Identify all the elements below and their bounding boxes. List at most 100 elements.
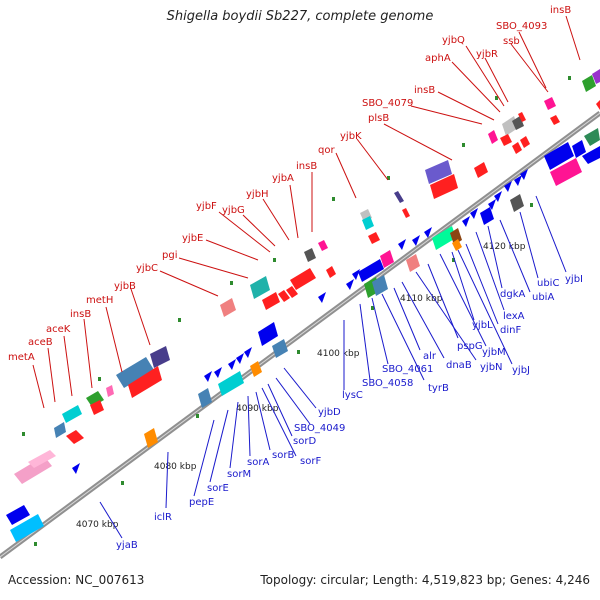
gene-label: dinF [500, 325, 521, 336]
gene-label: pgi [162, 250, 177, 261]
gene-feature [596, 100, 600, 110]
gene-feature [318, 240, 328, 251]
gene-feature [584, 128, 600, 146]
gene-feature [326, 266, 336, 278]
gene-feature [520, 169, 528, 180]
gene-feature [250, 276, 270, 299]
gene-label: sorD [293, 436, 316, 447]
gene-feature [278, 290, 290, 302]
gene-feature [258, 322, 278, 346]
lower-features [6, 128, 600, 542]
gene-label: yjbC [136, 263, 158, 274]
gene-feature [54, 422, 66, 438]
gene-feature [272, 339, 288, 358]
gene-feature [432, 226, 456, 250]
gene-feature [150, 346, 170, 368]
lower-leader-lines [99, 195, 567, 539]
gene-feature [550, 158, 582, 186]
gene-feature [90, 400, 104, 415]
gene-feature [398, 239, 406, 250]
upper-gene-labels: metA aceB aceK insB metH yjbB yjbC pgi y… [8, 5, 571, 363]
gene-feature [220, 298, 236, 317]
gene-feature [572, 140, 586, 158]
gene-label: yjbF [196, 201, 217, 212]
gene-feature [480, 207, 494, 225]
gene-feature [394, 191, 404, 203]
gene-label: yjbE [182, 233, 203, 244]
gene-feature [204, 371, 212, 382]
gene-feature [262, 292, 280, 310]
backbone [0, 110, 600, 560]
gene-label: aceB [28, 337, 53, 348]
gene-feature [106, 385, 114, 397]
minor-ticks [22, 76, 571, 546]
kbp-tick: 4080 kbp [154, 462, 197, 472]
gene-label: yjbM [482, 347, 506, 358]
gene-feature [218, 371, 244, 396]
gene-label: aceK [46, 324, 71, 335]
gene-label: yjbA [272, 173, 294, 184]
genome-summary: Topology: circular; Length: 4,519,823 bp… [260, 573, 590, 587]
gene-label: SBO_4058 [362, 378, 413, 389]
gene-feature [214, 367, 222, 378]
gene-label: yjaB [116, 540, 138, 551]
gene-feature [474, 162, 488, 178]
gene-feature [518, 112, 526, 122]
gene-feature [116, 357, 154, 388]
gene-feature [28, 450, 56, 468]
gene-feature [346, 279, 354, 290]
gene-feature [450, 228, 462, 245]
gene-feature [582, 75, 596, 92]
gene-feature [430, 174, 458, 199]
gene-feature [244, 347, 252, 358]
gene-feature [228, 359, 236, 370]
gene-feature [198, 388, 212, 408]
accession-label: Accession: NC_007613 [8, 573, 145, 587]
gene-label: yjbB [114, 281, 136, 292]
gene-feature [286, 286, 298, 298]
gene-label: ubiA [532, 292, 554, 303]
gene-label: ssb [503, 36, 520, 47]
gene-label: pepE [189, 497, 214, 508]
gene-label: metH [86, 295, 113, 306]
gene-label: yjbD [318, 407, 341, 418]
gene-feature [412, 235, 420, 246]
gene-feature [424, 227, 432, 238]
gene-feature [582, 146, 600, 164]
gene-feature [544, 142, 574, 170]
gene-feature [144, 428, 158, 448]
kbp-scale: 4070 kbp 4080 kbp 4090 kbp 4100 kbp 4110… [76, 242, 526, 530]
gene-label: sorB [272, 450, 294, 461]
gene-feature [380, 250, 394, 268]
gene-label: plsB [368, 113, 389, 124]
gene-feature [62, 405, 82, 423]
gene-feature [488, 199, 496, 210]
gene-feature [462, 216, 470, 227]
gene-label: metA [8, 352, 35, 363]
gene-feature [550, 115, 560, 125]
gene-feature [66, 430, 84, 444]
kbp-tick: 4070 kbp [76, 520, 119, 530]
gene-label: SBO_4061 [382, 364, 433, 375]
gene-label: alr [423, 351, 437, 362]
gene-feature [520, 136, 530, 148]
gene-label: yjbI [565, 274, 583, 285]
gene-label: yjbK [340, 131, 362, 142]
gene-feature [470, 208, 478, 219]
gene-feature [128, 366, 162, 398]
gene-feature [512, 142, 522, 154]
gene-label: insB [70, 309, 91, 320]
map-title: Shigella boydii Sb227, complete genome [166, 9, 434, 24]
gene-feature [514, 175, 522, 186]
gene-feature [72, 463, 80, 474]
gene-label: insB [296, 161, 317, 172]
gene-feature [358, 259, 384, 282]
gene-label: dgkA [500, 289, 525, 300]
gene-label: SBO_4049 [294, 423, 345, 434]
gene-feature [504, 181, 512, 192]
gene-feature [402, 208, 410, 218]
gene-feature [250, 361, 262, 377]
kbp-tick: 4100 kbp [317, 349, 360, 359]
